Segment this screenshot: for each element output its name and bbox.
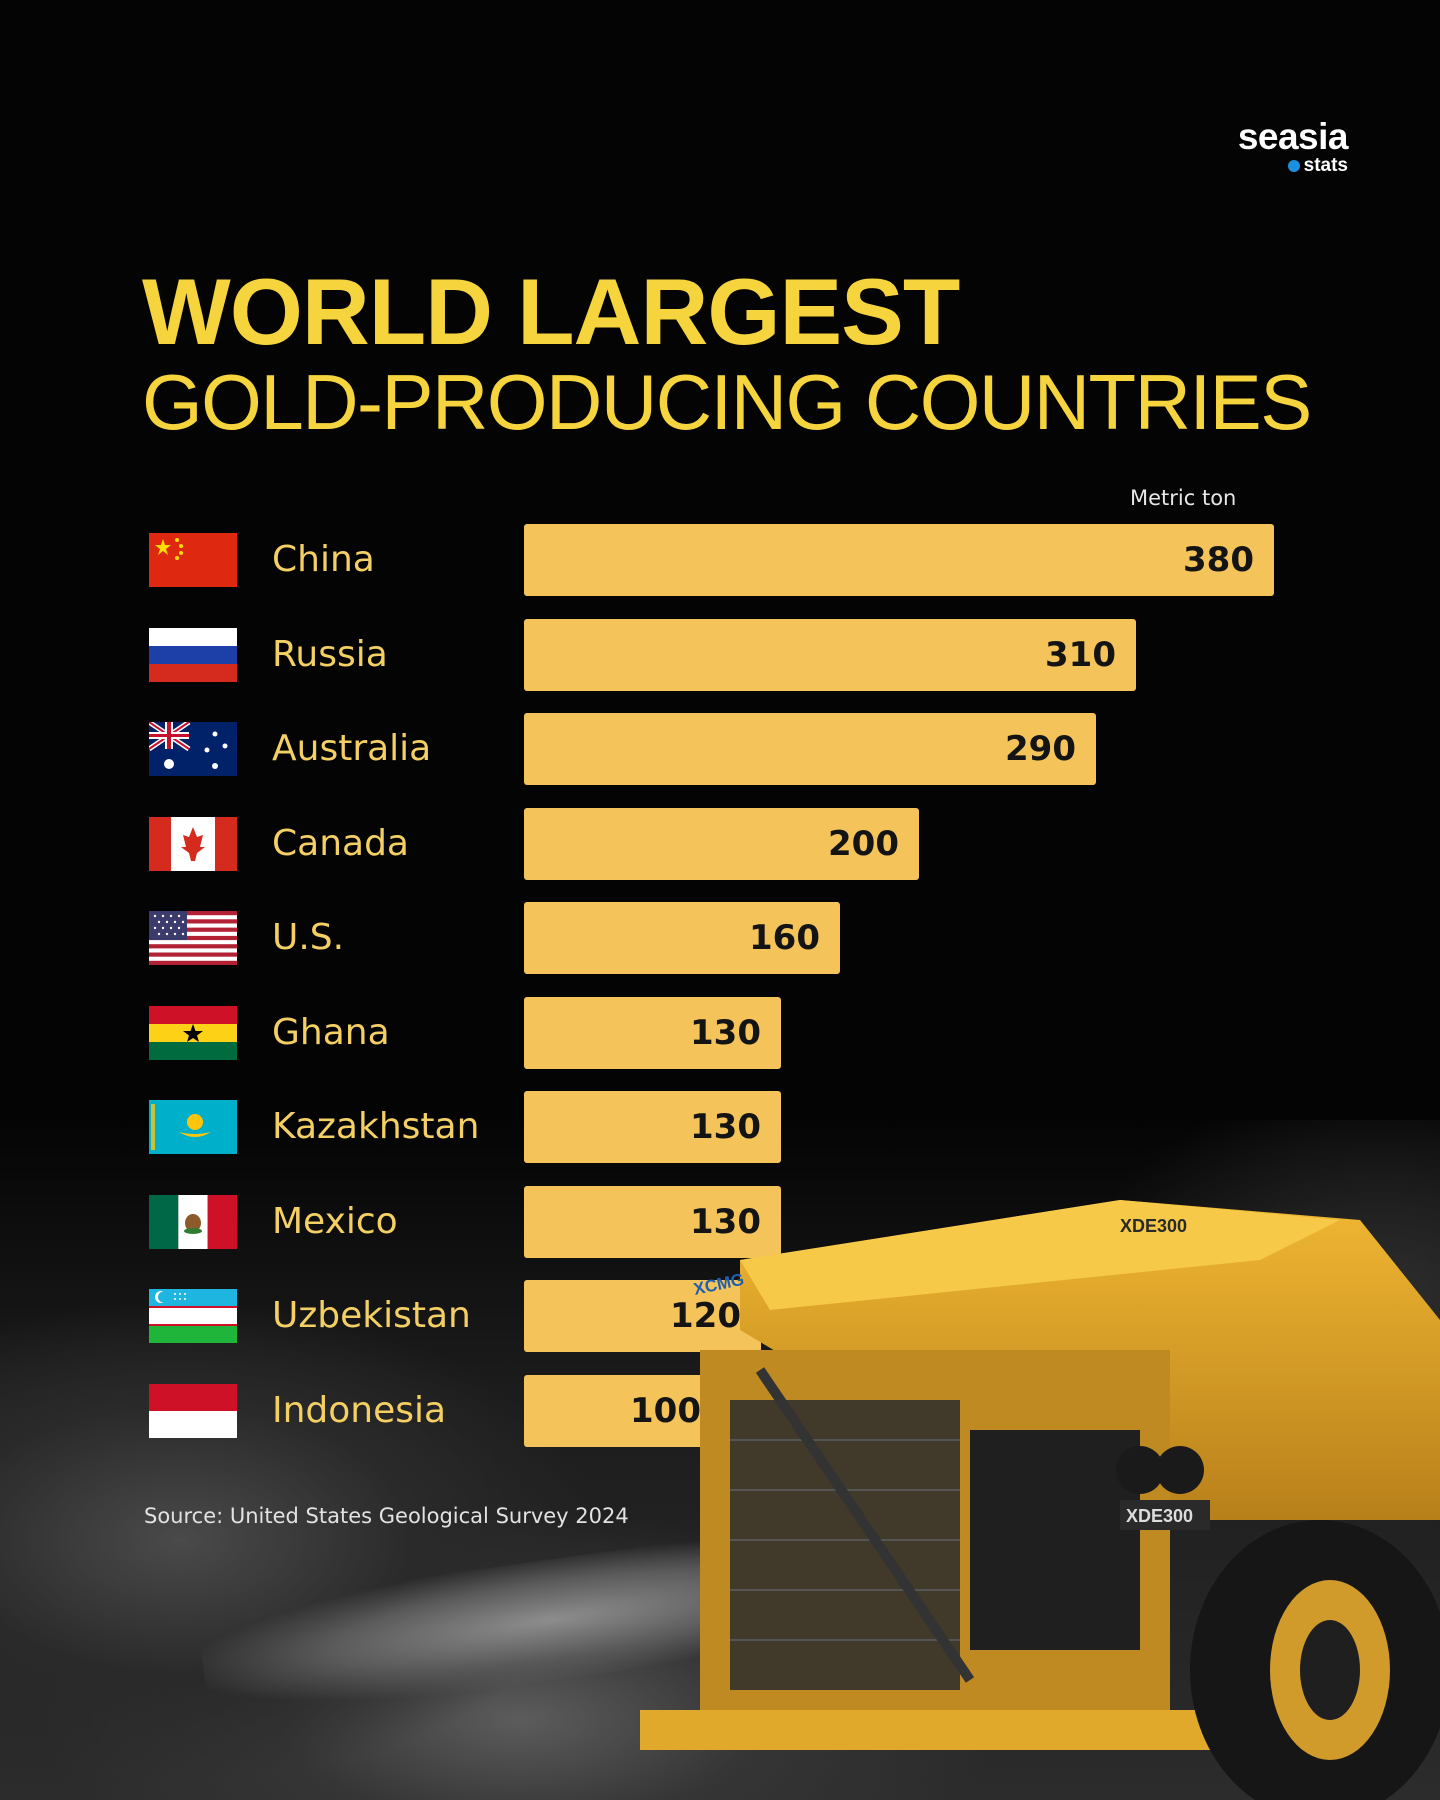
- chart-title-line1: WORLD LARGEST: [142, 259, 960, 364]
- bar: [524, 1280, 761, 1352]
- globe-dot-icon: [1287, 160, 1300, 172]
- kazakhstan-flag-icon: [149, 1100, 237, 1154]
- bar: [524, 619, 1136, 691]
- canada-flag-icon: [149, 817, 237, 871]
- data-label: 130: [690, 1013, 761, 1053]
- russia-flag-icon: [149, 628, 237, 682]
- category-label: U.S.: [272, 917, 345, 958]
- category-label: Mexico: [272, 1201, 398, 1242]
- bar: [524, 713, 1096, 785]
- data-label: 380: [1183, 540, 1254, 580]
- category-label: Canada: [272, 823, 409, 864]
- source-note: Source: United States Geological Survey …: [144, 1504, 629, 1528]
- category-label: Russia: [272, 634, 388, 675]
- data-label: 160: [749, 918, 820, 958]
- data-label: 310: [1045, 635, 1116, 675]
- category-label: Australia: [272, 728, 432, 769]
- truck-brand-label: XCMG: [692, 1270, 746, 1299]
- unit-label: Metric ton: [1130, 486, 1237, 510]
- uzbekistan-flag-icon: [149, 1289, 237, 1343]
- brand-sub-text: stats: [1303, 155, 1348, 176]
- ghana-flag-icon: [149, 1006, 237, 1060]
- brand-logo: seasia stats: [1237, 116, 1349, 176]
- data-label: 100: [630, 1391, 701, 1431]
- category-label: Indonesia: [272, 1390, 447, 1431]
- data-label: 120: [670, 1296, 741, 1336]
- data-label: 290: [1005, 729, 1076, 769]
- category-label: Uzbekistan: [272, 1295, 471, 1336]
- data-label: 130: [690, 1202, 761, 1242]
- truck-model-plate: XDE300: [1126, 1506, 1193, 1526]
- data-label: 130: [690, 1107, 761, 1147]
- bar: [524, 1186, 781, 1258]
- mexico-flag-icon: [149, 1195, 237, 1249]
- category-label: Kazakhstan: [272, 1106, 480, 1147]
- brand-name: seasia: [1237, 116, 1349, 157]
- bar: [524, 524, 1274, 596]
- mining-truck-image: XDE300 XCMG XDE300: [640, 1200, 1440, 1800]
- australia-flag-icon: [149, 722, 237, 776]
- china-flag-icon: [149, 533, 237, 587]
- bar: [524, 1091, 781, 1163]
- category-label: Ghana: [272, 1012, 390, 1053]
- bar: [524, 808, 919, 880]
- us-flag-icon: [149, 911, 237, 965]
- bar: [524, 902, 840, 974]
- indonesia-flag-icon: [149, 1384, 237, 1438]
- chart-title-line2: GOLD-PRODUCING COUNTRIES: [142, 358, 1312, 446]
- bar: [524, 1375, 721, 1447]
- brand-sub: stats: [1238, 156, 1348, 176]
- data-label: 200: [828, 824, 899, 864]
- category-label: China: [272, 539, 375, 580]
- truck-model-label: XDE300: [1120, 1216, 1187, 1236]
- bar: [524, 997, 781, 1069]
